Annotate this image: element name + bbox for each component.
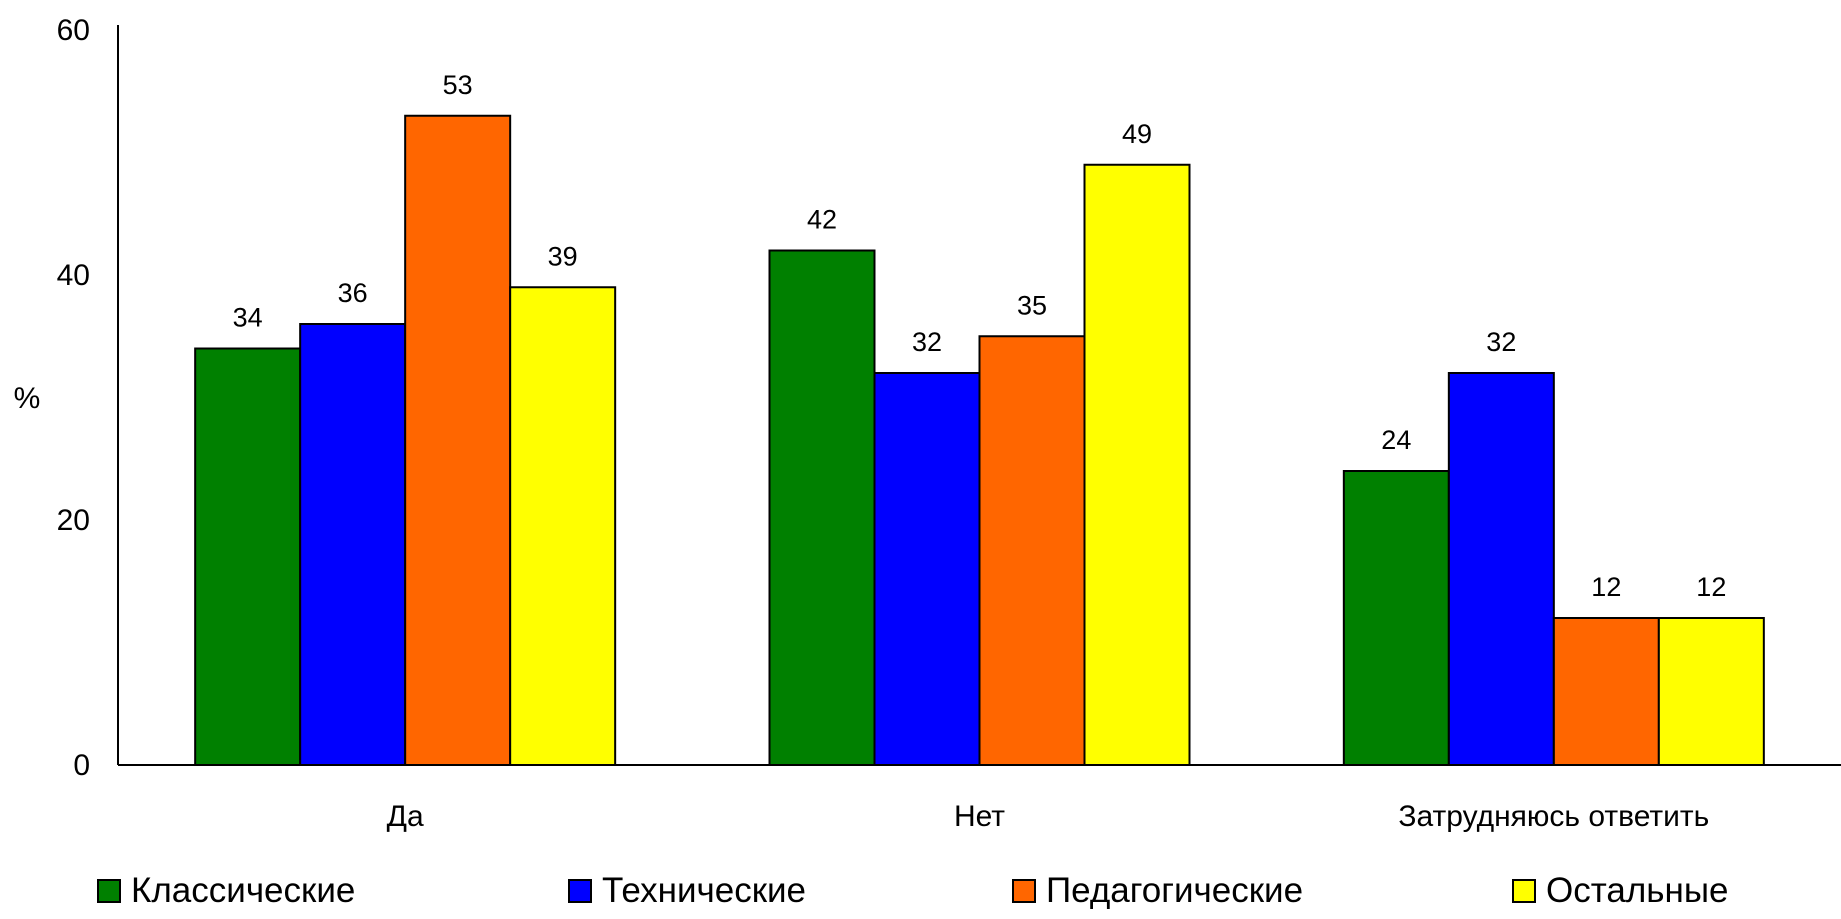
bar-value-label: 49 <box>1122 119 1152 149</box>
y-tick-label: 40 <box>57 259 90 292</box>
legend-label: Остальные <box>1546 871 1729 910</box>
bar <box>1083 163 1191 766</box>
bar <box>1342 470 1450 766</box>
y-axis-title: % <box>14 382 41 415</box>
bar-chart: 0 20 40 60 34 36 53 39 42 32 35 49 24 32 12 12 Да Нет За… <box>14 14 1841 833</box>
y-tick-label: 0 <box>73 749 90 782</box>
bar <box>509 286 617 766</box>
legend-item: Педагогические <box>1012 868 1303 914</box>
bar <box>768 249 876 766</box>
bar-value-label: 53 <box>443 70 473 100</box>
category-label: Да <box>387 800 424 833</box>
bar-value-label: 32 <box>912 327 942 357</box>
bar <box>1552 617 1660 766</box>
legend-swatch <box>97 879 121 903</box>
bar-value-label: 36 <box>338 278 368 308</box>
bar-labels-group: 34 36 53 39 42 32 35 49 24 32 12 12 <box>233 70 1727 602</box>
bar-value-label: 42 <box>807 205 837 235</box>
bar-value-label: 24 <box>1381 425 1411 455</box>
legend-swatch <box>1512 879 1536 903</box>
bar <box>978 335 1086 766</box>
category-labels-group: Да Нет Затрудняюсь ответить <box>387 800 1710 833</box>
legend-swatch <box>568 879 592 903</box>
legend-label: Технические <box>602 871 807 910</box>
bar-value-label: 34 <box>233 303 263 333</box>
bar <box>194 347 302 766</box>
category-label: Нет <box>954 800 1005 833</box>
y-tick-label: 20 <box>57 504 90 537</box>
legend: Классические Технические Педагогические Ост… <box>0 868 1841 914</box>
bar <box>1657 617 1765 766</box>
bars-group <box>194 114 1765 766</box>
bar <box>873 372 981 766</box>
bar <box>404 114 512 766</box>
bar <box>299 323 407 766</box>
bar-value-label: 32 <box>1486 327 1516 357</box>
legend-item: Остальные <box>1512 868 1728 914</box>
legend-item: Классические <box>97 868 355 914</box>
bar-value-label: 39 <box>548 241 578 271</box>
legend-swatch <box>1012 879 1036 903</box>
y-tick-label: 60 <box>57 14 90 47</box>
category-label: Затрудняюсь ответить <box>1398 800 1709 833</box>
legend-item: Технические <box>568 868 806 914</box>
bar <box>1447 372 1555 766</box>
bar-value-label: 12 <box>1591 572 1621 602</box>
bar-value-label: 12 <box>1696 572 1726 602</box>
bar-value-label: 35 <box>1017 290 1047 320</box>
legend-label: Классические <box>131 871 356 910</box>
y-axis-ticks: 0 20 40 60 <box>57 14 90 782</box>
legend-label: Педагогические <box>1046 871 1304 910</box>
